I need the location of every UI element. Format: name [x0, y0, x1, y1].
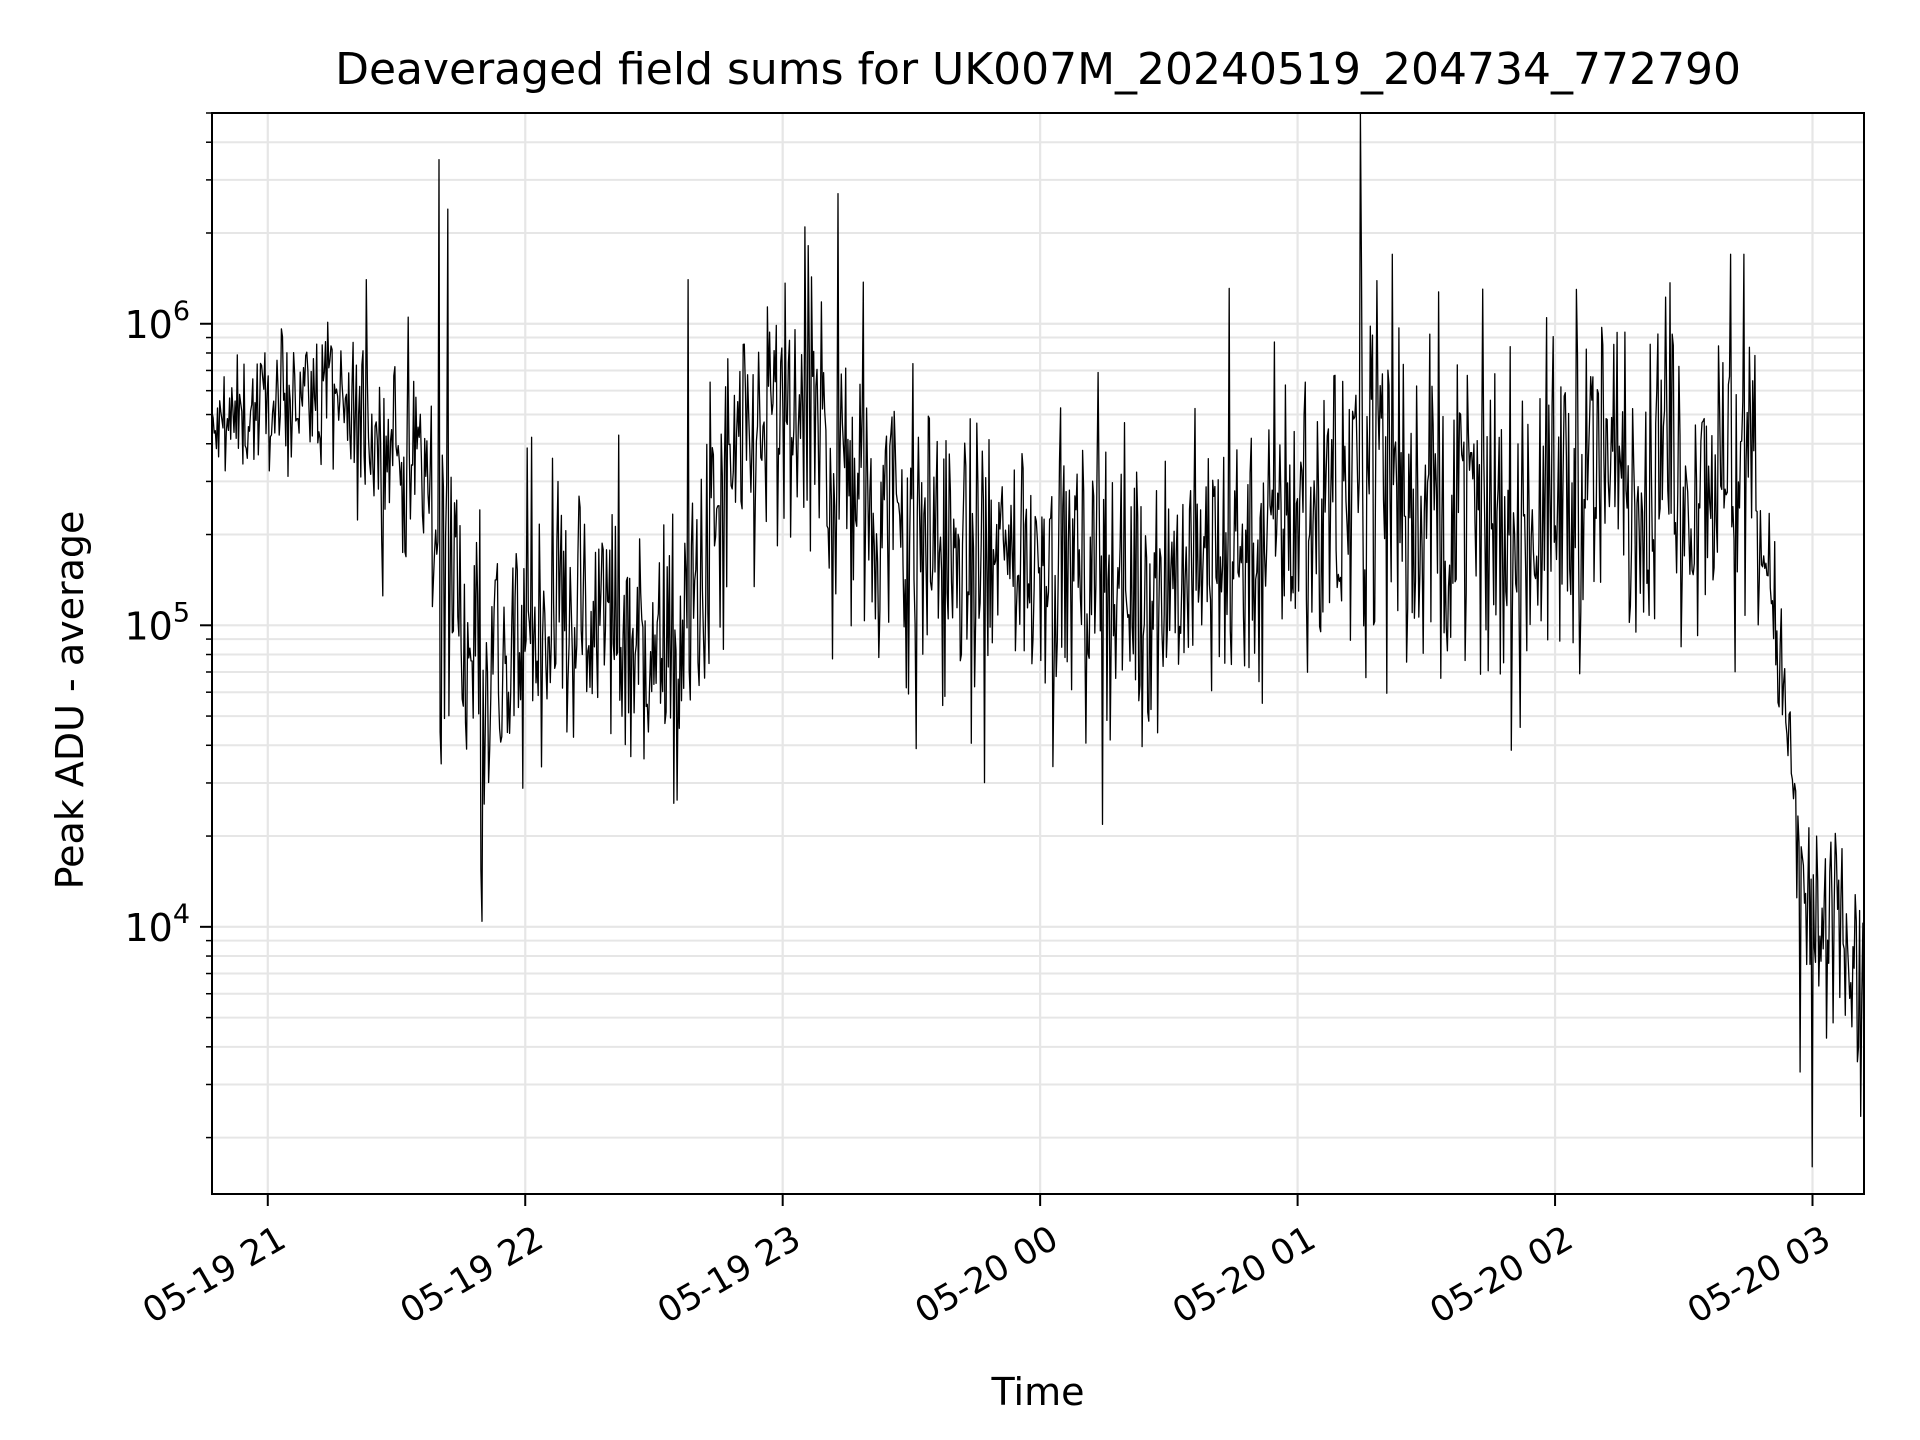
- y-tick-label: 106: [124, 296, 190, 347]
- x-tick-label: 05-20 02: [1424, 1219, 1580, 1332]
- series-line: [211, 112, 1865, 1168]
- grid-layer: [212, 112, 1864, 1194]
- x-axis-label: Time: [991, 1370, 1085, 1414]
- series-layer: [211, 112, 1865, 1168]
- y-tick-label: 104: [124, 899, 190, 950]
- x-tick-label: 05-20 03: [1681, 1219, 1837, 1332]
- x-tick-label: 05-20 01: [1166, 1219, 1322, 1332]
- x-tick-label: 05-19 22: [394, 1219, 550, 1332]
- y-tick-label: 105: [124, 597, 190, 648]
- axis-layer: 05-19 21 05-19 22 05-19 23 05-20 00 05-20 01…: [124, 112, 1837, 1332]
- x-tick-label: 05-20 00: [909, 1219, 1065, 1332]
- chart-title: Deaveraged field sums for UK007M_2024051…: [335, 44, 1741, 95]
- x-tick-label: 05-19 21: [136, 1219, 292, 1332]
- x-tick-label: 05-19 23: [651, 1219, 807, 1332]
- plot-area-frame: [211, 112, 1865, 1195]
